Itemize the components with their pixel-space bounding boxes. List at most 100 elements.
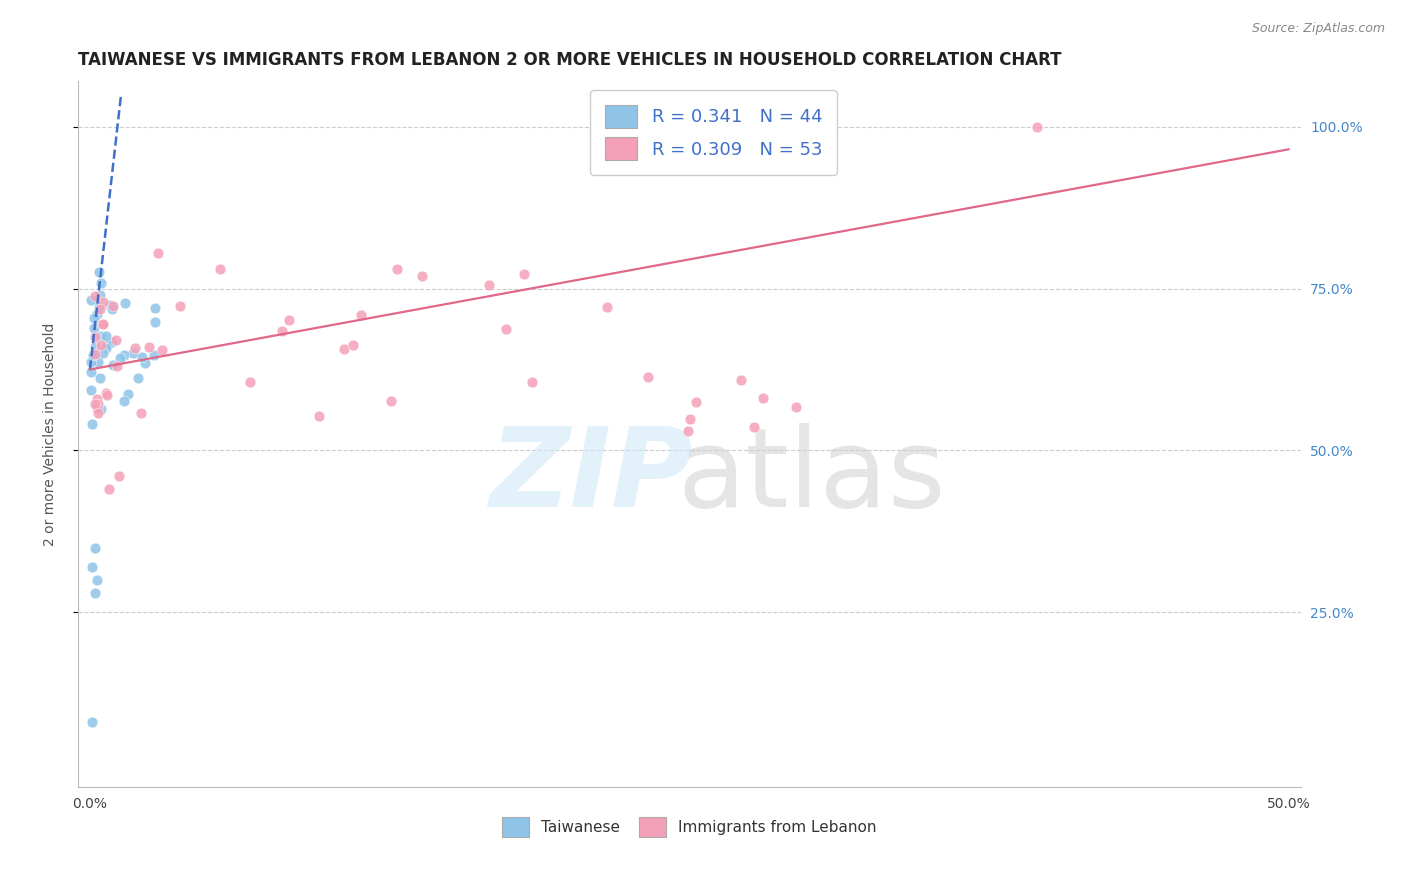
Point bbox=[82, 560, 104, 574]
Point bbox=[83, 340, 105, 354]
Text: TAIWANESE VS IMMIGRANTS FROM LEBANON 2 OR MORE VEHICLES IN HOUSEHOLD CORRELATION: TAIWANESE VS IMMIGRANTS FROM LEBANON 2 O… bbox=[77, 51, 1062, 69]
Point bbox=[100, 334, 122, 349]
Point bbox=[411, 269, 433, 284]
Point bbox=[83, 330, 105, 344]
Point bbox=[90, 317, 112, 331]
Point bbox=[86, 573, 108, 587]
Point bbox=[105, 359, 128, 373]
Point bbox=[90, 402, 112, 417]
Point bbox=[685, 395, 707, 409]
Point bbox=[104, 333, 127, 347]
Point bbox=[87, 397, 110, 411]
Point bbox=[150, 343, 173, 357]
Point bbox=[477, 277, 499, 292]
Point bbox=[637, 370, 659, 384]
Point bbox=[86, 401, 108, 416]
Point bbox=[89, 288, 111, 302]
Point bbox=[86, 307, 108, 321]
Point bbox=[83, 347, 105, 361]
Point bbox=[350, 308, 373, 322]
Point bbox=[270, 324, 292, 338]
Point bbox=[82, 348, 104, 362]
Point bbox=[146, 245, 169, 260]
Point bbox=[131, 350, 153, 364]
Point bbox=[83, 310, 105, 325]
Point bbox=[83, 397, 105, 411]
Point bbox=[239, 376, 262, 390]
Point bbox=[82, 715, 104, 730]
Point bbox=[100, 302, 122, 317]
Point bbox=[495, 322, 517, 336]
Point bbox=[138, 340, 160, 354]
Legend: Taiwanese, Immigrants from Lebanon: Taiwanese, Immigrants from Lebanon bbox=[495, 811, 883, 843]
Point bbox=[96, 341, 118, 355]
Point bbox=[83, 541, 105, 555]
Point bbox=[83, 586, 105, 600]
Point bbox=[676, 424, 699, 438]
Point bbox=[380, 393, 402, 408]
Point bbox=[308, 409, 330, 423]
Point bbox=[134, 356, 156, 370]
Point bbox=[112, 394, 135, 409]
Point bbox=[278, 313, 301, 327]
Point bbox=[89, 371, 111, 385]
Point bbox=[87, 406, 110, 420]
Point bbox=[80, 417, 103, 432]
Point bbox=[90, 329, 112, 343]
Point bbox=[117, 387, 139, 401]
Point bbox=[114, 348, 136, 362]
Point bbox=[333, 342, 356, 356]
Point bbox=[86, 392, 108, 406]
Point bbox=[145, 315, 167, 329]
Point bbox=[742, 420, 765, 434]
Point bbox=[94, 386, 117, 401]
Point bbox=[124, 341, 146, 355]
Point bbox=[103, 358, 125, 372]
Point bbox=[90, 337, 112, 351]
Point bbox=[98, 298, 121, 312]
Point bbox=[342, 338, 364, 352]
Point bbox=[169, 299, 191, 313]
Point bbox=[87, 265, 110, 279]
Point bbox=[96, 388, 118, 402]
Point bbox=[1025, 120, 1047, 134]
Y-axis label: 2 or more Vehicles in Household: 2 or more Vehicles in Household bbox=[44, 323, 58, 546]
Point bbox=[522, 376, 544, 390]
Point bbox=[785, 400, 807, 414]
Point bbox=[83, 321, 105, 335]
Point bbox=[679, 412, 702, 426]
Text: atlas: atlas bbox=[678, 423, 946, 530]
Point bbox=[98, 483, 121, 497]
Point bbox=[752, 391, 775, 405]
Point bbox=[80, 355, 103, 369]
Point bbox=[90, 277, 112, 291]
Point bbox=[596, 300, 619, 314]
Point bbox=[110, 351, 132, 365]
Point bbox=[730, 373, 752, 387]
Point bbox=[114, 296, 136, 310]
Point bbox=[80, 365, 103, 379]
Point bbox=[131, 406, 153, 420]
Point bbox=[101, 299, 124, 313]
Point bbox=[122, 345, 145, 359]
Point bbox=[80, 383, 103, 397]
Point bbox=[89, 302, 111, 317]
Point bbox=[87, 355, 110, 369]
Point bbox=[143, 301, 166, 315]
Point bbox=[127, 371, 149, 385]
Point bbox=[97, 337, 120, 351]
Point bbox=[83, 289, 105, 303]
Point bbox=[143, 348, 166, 362]
Point bbox=[208, 262, 231, 277]
Point bbox=[91, 317, 114, 331]
Point bbox=[513, 268, 536, 282]
Text: Source: ZipAtlas.com: Source: ZipAtlas.com bbox=[1251, 22, 1385, 36]
Point bbox=[107, 469, 129, 483]
Text: ZIP: ZIP bbox=[489, 423, 693, 530]
Point bbox=[80, 293, 103, 307]
Point bbox=[91, 346, 114, 360]
Point bbox=[94, 329, 117, 343]
Point bbox=[385, 262, 408, 277]
Point bbox=[87, 301, 110, 315]
Point bbox=[91, 294, 114, 309]
